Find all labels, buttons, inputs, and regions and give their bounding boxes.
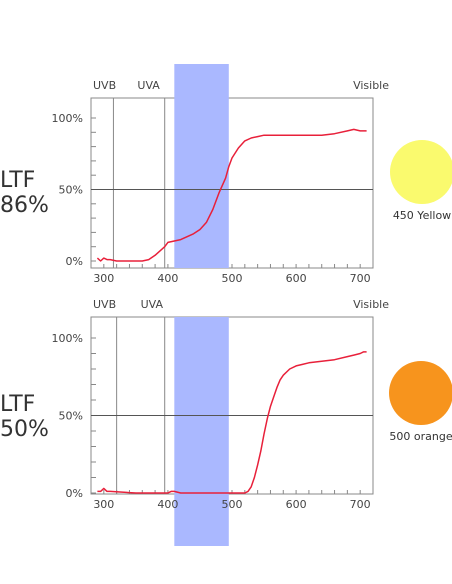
y-tick-label: 50% [59,410,83,423]
region-label-uva: UVA [137,79,160,92]
plot-frame [90,97,374,269]
x-tick-label: 500 [222,498,243,511]
transmission-series-line [97,351,367,494]
filter-swatch-2 [389,361,452,425]
filter-swatch-1 [390,140,452,204]
x-tick-label: 400 [157,498,178,511]
x-tick-label: 600 [286,272,307,285]
y-tick-label: 0% [66,255,83,268]
x-tick-label: 700 [350,272,371,285]
x-tick-label: 300 [93,272,114,285]
ltf-label-1: LTF 86% [0,168,49,218]
y-tick-label: 100% [52,112,83,125]
chart-panel-2: UVB UVA Visible 0% 50% 100% 300 400 500 600 700 [52,298,389,546]
filter-label-2: 500 orange [389,430,452,443]
y-tick-label: 50% [59,184,83,197]
ltf-label-text-1: LTF [0,168,36,193]
region-label-uvb: UVB [93,298,116,311]
region-label-uva: UVA [141,298,164,311]
x-tick-label: 500 [222,272,243,285]
plot-frame [90,316,374,495]
y-tick-label: 100% [52,332,83,345]
ltf-value-2: 50% [0,417,49,442]
ltf-value-1: 86% [0,193,49,218]
highlight-band [174,317,229,546]
ltf-label-text-2: LTF [0,392,36,417]
filter-label-1: 450 Yellow [392,209,452,222]
highlight-band [174,64,229,268]
y-tick-label: 0% [66,487,83,500]
chart-panel-1: UVB UVA Visible 0% 50% 100% 300 400 500 600 700 [52,64,389,285]
x-tick-label: 400 [157,272,178,285]
transmission-series-line [96,128,367,262]
ltf-label-2: LTF 50% [0,392,49,442]
region-label-uvb: UVB [93,79,116,92]
region-label-visible: Visible [353,79,389,92]
x-tick-label: 700 [350,498,371,511]
x-tick-label: 300 [93,498,114,511]
x-tick-label: 600 [286,498,307,511]
region-label-visible: Visible [353,298,389,311]
